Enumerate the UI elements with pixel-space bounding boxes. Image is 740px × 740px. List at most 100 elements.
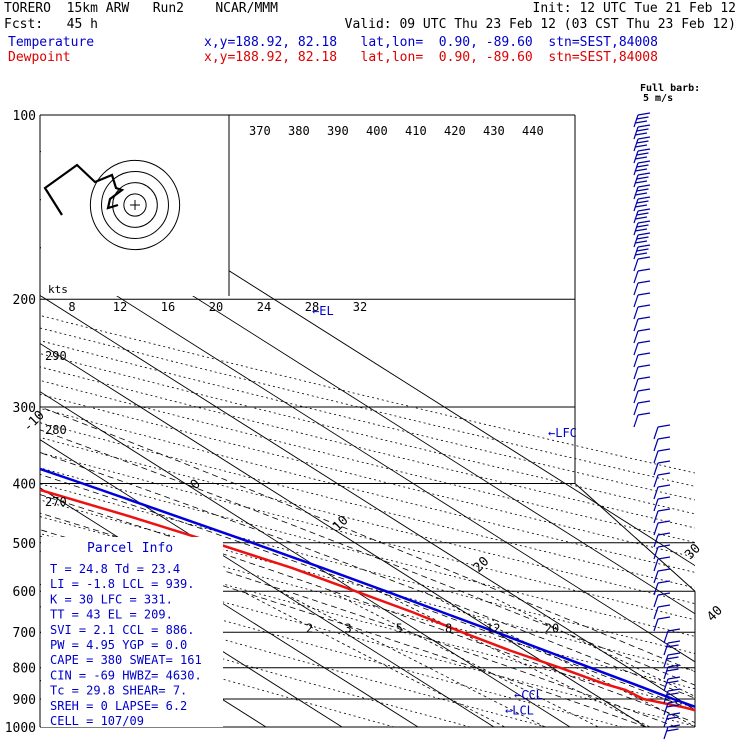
wind-barb-flag [636,128,649,132]
dewpoint-trace [40,488,695,712]
wind-barb-shaft [633,270,639,284]
wind-barb-shaft [633,138,639,152]
parcel-info-row: SVI = 2.1 CCL = 886. [50,623,195,637]
pressure-label: 100 [13,109,36,124]
wind-barb-flag [666,668,679,672]
wind-barb-flag [657,532,671,536]
mixing-ratio-label: 8 [445,621,452,635]
parcel-info-title: Parcel Info [87,541,173,556]
hodograph-scale-label: 16 [161,300,175,314]
wind-barb-flag [634,192,648,196]
wind-barb-shaft [633,150,639,164]
wind-barb-flag [666,728,679,732]
mixing-ratio-label: 5 [396,621,403,635]
wind-barb-flag [636,140,649,144]
wind-barb-shaft [653,462,659,476]
lcl-annotation: ←LCL [505,703,534,717]
ccl-annotation: ←CCL [514,688,543,702]
wind-barb-shaft [653,474,659,488]
wind-barb-flag [637,208,651,212]
wind-barb-flag [666,680,679,684]
wind-barb-flag [634,228,648,232]
wind-barb-flag [637,112,651,116]
wind-barb-shaft [663,654,669,668]
wind-barb-flag [634,168,648,172]
moist-adiabat [40,529,647,727]
wind-barb-shaft [653,426,659,440]
wind-barb-flag [636,212,649,216]
theta-label: 430 [483,124,505,138]
isotherm-line [40,246,695,663]
wind-barb-flag [657,568,671,572]
isotherm-label: 40 [704,603,726,625]
init-time: Init: 12 UTC Tue 21 Feb 12 [532,1,737,16]
dry-adiabat [40,568,623,727]
wind-barb-shaft [633,390,639,404]
wind-barb-shaft [633,258,639,272]
mixing-ratio-label: 3 [345,621,352,635]
wind-barb-shaft [663,690,669,704]
wind-barb-flag [637,220,651,224]
wind-barb-shaft [663,642,669,656]
wind-barb-flag [637,256,651,260]
wind-barb-shaft [633,378,639,392]
wind-barb-flag [667,700,681,704]
dry-adiabat [40,315,695,474]
pressure-label: 200 [13,293,36,308]
wind-barb-shaft [633,282,639,296]
wind-barb-flag [637,268,651,272]
parcel-info-row: K = 30 LFC = 331. [50,592,173,606]
pressure-label: 300 [13,401,36,416]
wind-barb-shaft [653,438,659,452]
wind-barb-shaft [653,486,659,500]
wind-barb-flag [667,628,681,632]
parcel-info-row: CAPE = 380 SWEAT= 161 [50,653,202,667]
wind-barb-flag [637,280,651,284]
wind-barb-flag [636,236,649,240]
pressure-label: 700 [13,626,36,641]
wind-barb-flag [667,640,681,644]
theta-label: 410 [405,124,427,138]
temperature-legend: Temperature [8,35,95,50]
isotherm-label: 20 [471,554,493,576]
parcel-info-row: CIN = -69 HWBZ= 4630. [50,668,202,682]
wind-barb-flag [657,520,671,524]
theta-label: 440 [522,124,544,138]
temperature-station-info: x,y=188.92, 82.18 lat,lon= 0.90, -89.60 … [204,35,658,50]
wind-barb-flag [637,412,651,416]
hodograph-scale-label: 28 [305,300,319,314]
theta-label: 270 [45,495,67,509]
wind-barb-flag [657,472,671,476]
mixing-ratio-label: 20 [545,621,559,635]
isotherm-line [40,487,419,727]
wind-barb-shaft [653,546,659,560]
parcel-info-panel: Parcel Info T = 24.8 Td = 23.4 LI = -1.8 … [41,537,223,728]
wind-barb-shaft [633,210,639,224]
wind-barb-flag [657,508,671,512]
wind-barb-flag [636,116,649,120]
wind-barb-flag [634,240,648,244]
wind-barb-flag [667,676,681,680]
wind-barb-flag [657,448,671,452]
wind-barb-flag [657,556,671,560]
wind-barb-flag [636,200,649,204]
wind-barb-shaft [633,114,639,128]
wind-barb-shaft [633,294,639,308]
wind-barb-flag [634,180,648,184]
wind-barb-flag [657,580,671,584]
wind-barb-shaft [663,678,669,692]
pressure-label: 500 [13,537,36,552]
el-annotation: ←EL [312,304,334,318]
wind-barb-flag [637,292,651,296]
hodograph-scale-label: 20 [209,300,223,314]
wind-barb-shaft [653,606,659,620]
dewpoint-station-info: x,y=188.92, 82.18 lat,lon= 0.90, -89.60 … [204,50,658,65]
pressure-label: 800 [13,662,36,677]
dry-adiabat [40,422,695,589]
wind-barb-flag [637,388,651,392]
mixing-ratio-label: 12 [486,621,500,635]
pressure-label: 600 [13,585,36,600]
theta-label: 280 [45,423,67,437]
plot-border [574,483,696,592]
pressure-label: 900 [13,693,36,708]
